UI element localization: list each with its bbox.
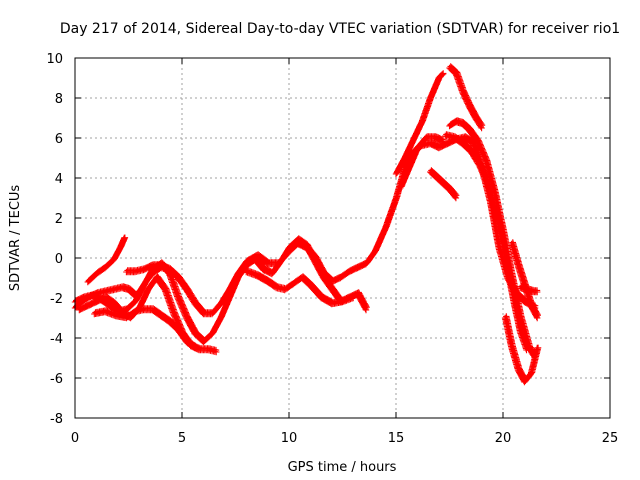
series-arc-10 bbox=[446, 63, 486, 132]
series-arc-12 bbox=[442, 131, 531, 354]
series-arc-5 bbox=[91, 305, 198, 352]
series-arc-16 bbox=[516, 283, 541, 296]
y-tick-label: -8 bbox=[50, 412, 63, 427]
grid-lines bbox=[75, 58, 610, 418]
data-point-markers bbox=[442, 131, 531, 354]
y-tick-label: 2 bbox=[55, 212, 63, 227]
series-arc-11 bbox=[446, 117, 539, 362]
y-tick-label: 10 bbox=[46, 52, 63, 67]
series-arc-15 bbox=[501, 313, 542, 386]
data-point-markers bbox=[446, 63, 486, 132]
data-point-markers bbox=[392, 70, 447, 178]
x-tick-label: 10 bbox=[281, 431, 298, 446]
x-tick-label: 20 bbox=[495, 431, 512, 446]
y-tick-label: 6 bbox=[55, 132, 63, 147]
axis-ticks bbox=[74, 57, 611, 419]
data-points bbox=[71, 63, 542, 386]
x-tick-labels: 0 5 10 15 20 25 bbox=[71, 431, 618, 446]
data-point-markers bbox=[397, 133, 447, 192]
data-point-markers bbox=[123, 261, 173, 276]
x-tick-label: 5 bbox=[178, 431, 186, 446]
data-point-markers bbox=[243, 267, 357, 308]
y-axis-label: SDTVAR / TECUs bbox=[8, 185, 23, 292]
plot-frame bbox=[74, 57, 611, 419]
series-arc-13 bbox=[427, 167, 460, 202]
x-tick-label: 0 bbox=[71, 431, 79, 446]
series-arc-7 bbox=[243, 267, 357, 308]
y-tick-label: -4 bbox=[50, 332, 63, 347]
data-point-markers bbox=[446, 117, 539, 362]
y-tick-label: -2 bbox=[50, 292, 63, 307]
series-arc-4 bbox=[84, 234, 129, 286]
x-tick-label: 25 bbox=[602, 431, 619, 446]
data-point-markers bbox=[427, 167, 460, 202]
data-point-markers bbox=[84, 234, 129, 286]
chart-title: Day 217 of 2014, Sidereal Day-to-day VTE… bbox=[60, 21, 620, 37]
y-tick-label: 4 bbox=[55, 172, 63, 187]
series-arc-9 bbox=[397, 133, 447, 192]
data-point-markers bbox=[91, 305, 198, 352]
y-tick-label: -6 bbox=[50, 372, 63, 387]
data-point-markers bbox=[516, 283, 541, 296]
series-arc-8 bbox=[392, 70, 447, 178]
x-axis-label: GPS time / hours bbox=[288, 460, 397, 475]
y-tick-labels: -8 -6 -4 -2 0 2 4 6 8 10 bbox=[46, 52, 63, 427]
x-tick-label: 15 bbox=[388, 431, 405, 446]
y-tick-label: 0 bbox=[55, 252, 63, 267]
series-arc-6 bbox=[123, 261, 173, 276]
data-point-markers bbox=[501, 313, 542, 386]
y-tick-label: 8 bbox=[55, 92, 63, 107]
